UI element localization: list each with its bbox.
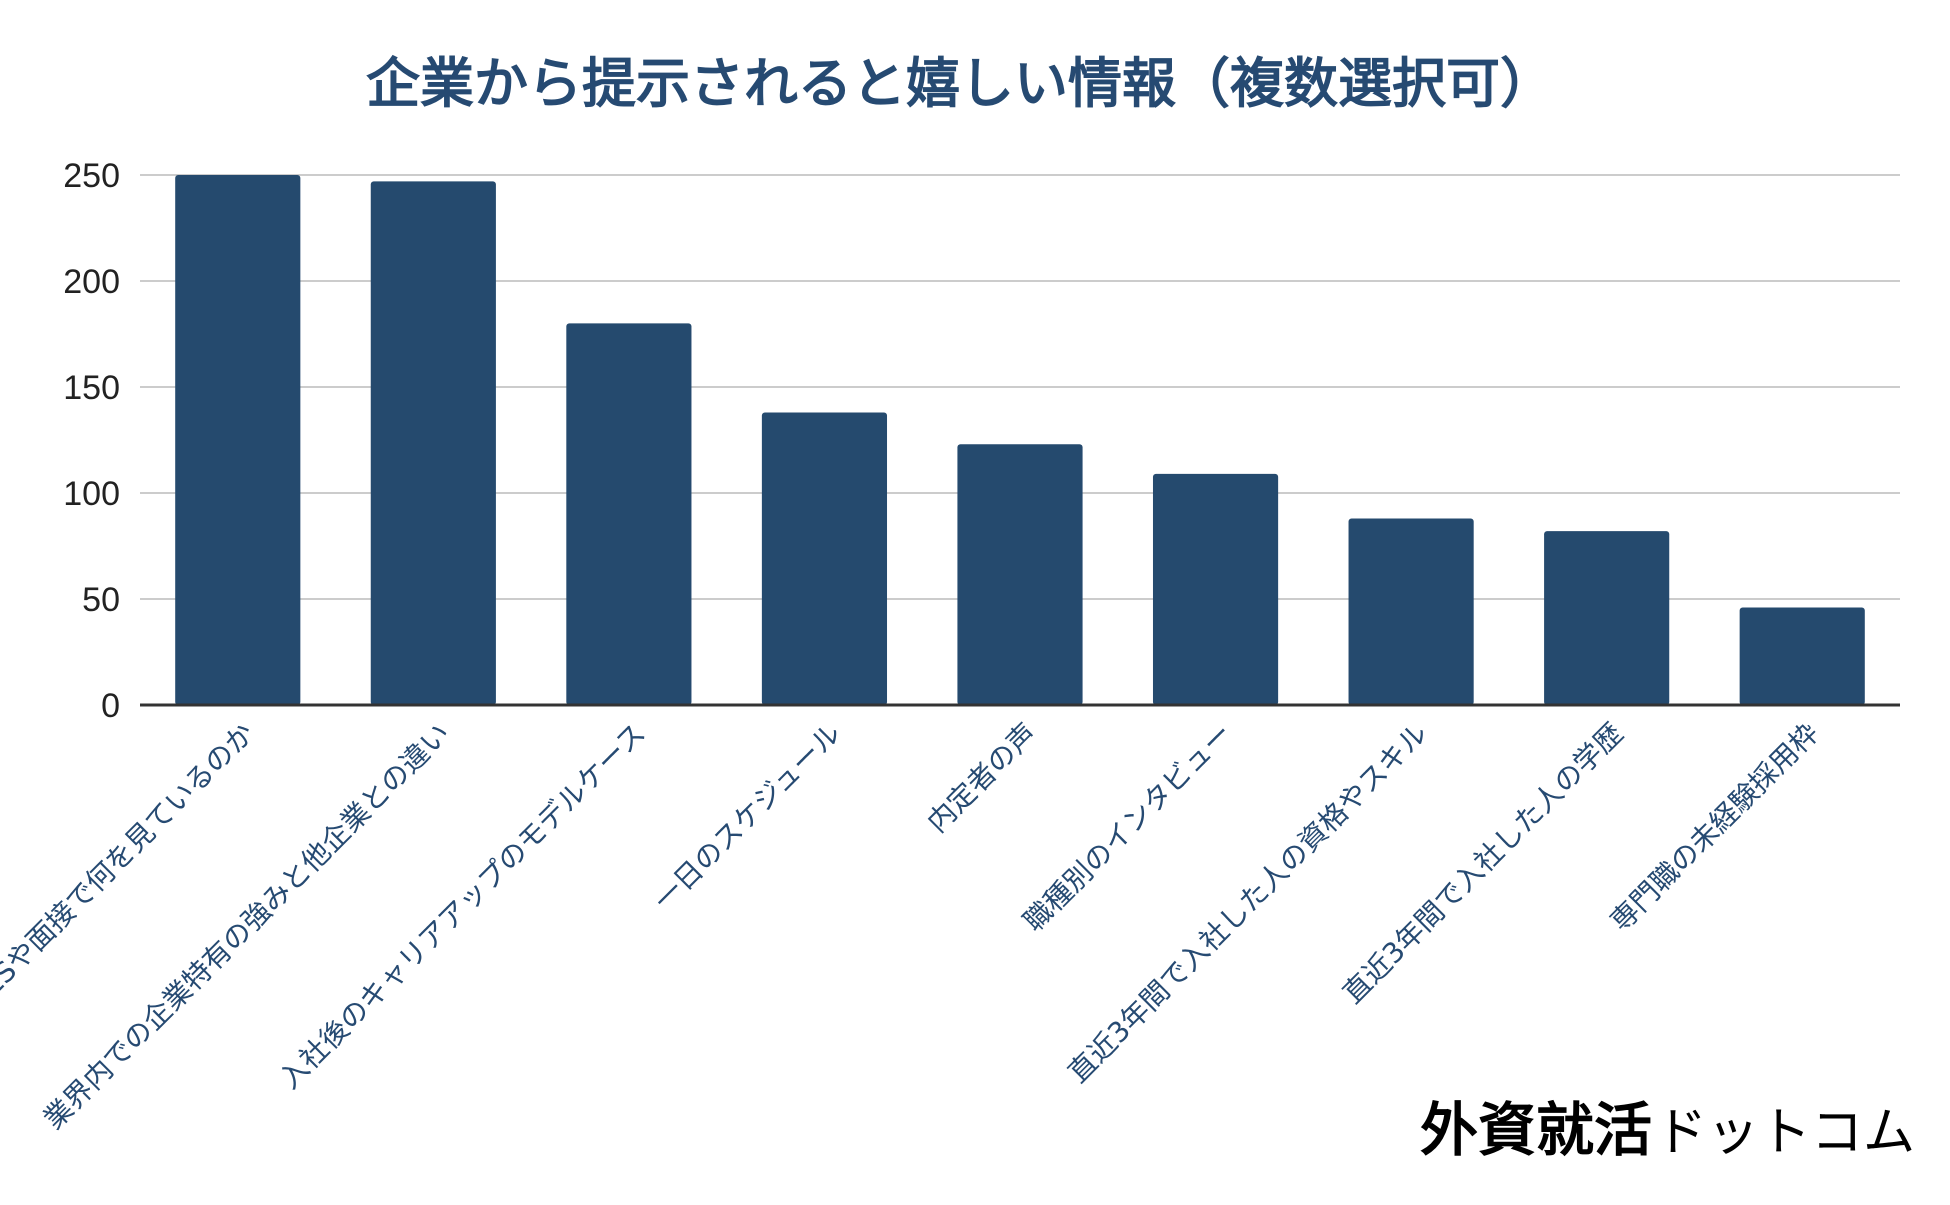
bar xyxy=(370,181,496,706)
y-tick-label: 100 xyxy=(63,475,120,513)
chart-title: 企業から提示されると嬉しい情報（複数選択可） xyxy=(366,52,1554,115)
logo-sub-text: ドットコム xyxy=(1655,1103,1915,1163)
bar xyxy=(1739,607,1865,705)
x-axis-labels: ESや面接で何を見ているのか業界内での企業特有の強みと他企業との違い入社後のキャ… xyxy=(0,717,1825,1136)
x-tick-label: 業界内での企業特有の強みと他企業との違い xyxy=(37,717,456,1136)
bar xyxy=(1152,473,1279,705)
y-tick-label: 50 xyxy=(82,581,120,619)
x-tick-label: 職種別のインタビュー xyxy=(1017,717,1238,938)
bars xyxy=(175,175,1865,706)
x-tick-label: 内定者の声 xyxy=(921,717,1043,839)
logo-main-text: 外資就活 xyxy=(1420,1096,1652,1164)
bar xyxy=(957,444,1083,705)
bar xyxy=(1544,531,1670,705)
y-tick-label: 250 xyxy=(63,157,120,195)
x-tick-label: 入社後のキャリアアップのモデルケース xyxy=(273,717,652,1096)
y-tick-label: 0 xyxy=(101,687,120,725)
x-tick-label: 直近3年間で入社した人の資格やスキル xyxy=(1062,717,1435,1090)
x-tick-label: 専門職の未経験採用枠 xyxy=(1604,717,1825,938)
y-tick-label: 150 xyxy=(63,369,120,407)
bar xyxy=(566,323,692,705)
y-axis-ticks: 0 50 100 150 200 250 xyxy=(63,157,120,725)
x-tick-label: 一日のスケジュール xyxy=(647,717,847,917)
y-tick-label: 200 xyxy=(63,263,120,301)
bar xyxy=(175,175,301,705)
brand-logo: 外資就活 ドットコム xyxy=(1420,1096,1915,1164)
bar xyxy=(1348,518,1474,705)
bar xyxy=(761,412,888,705)
